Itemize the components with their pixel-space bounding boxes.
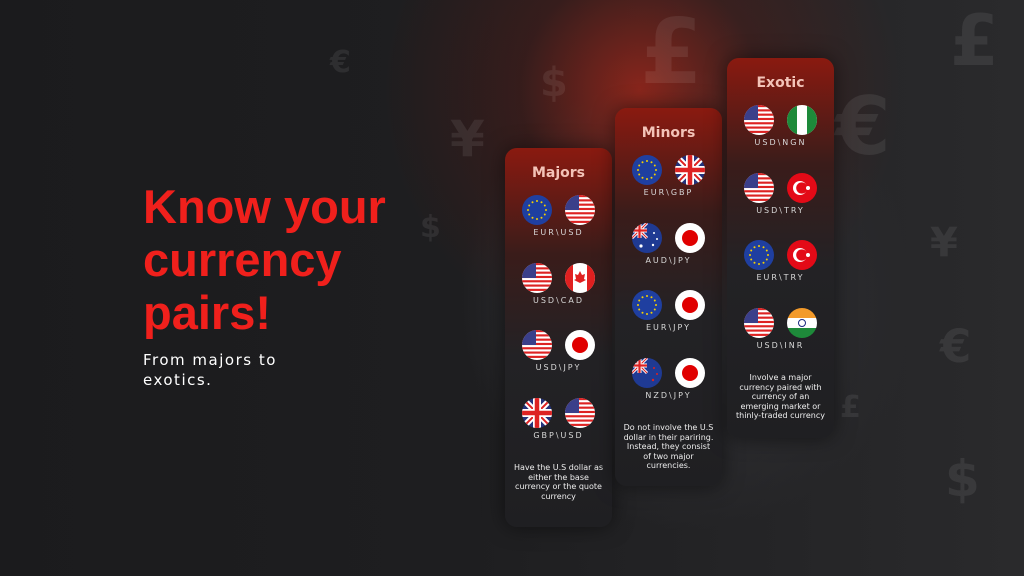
nigeria-flag-icon	[787, 105, 817, 135]
currency-symbol: £	[950, 0, 999, 82]
currency-pair: USD\CAD	[505, 261, 612, 329]
pair-code: EUR\JPY	[645, 323, 692, 332]
currency-symbol: £	[640, 0, 703, 105]
uk-flag-icon	[675, 155, 705, 185]
us-flag-icon	[565, 397, 595, 428]
headline: Know your currency pairs!	[143, 180, 386, 339]
us-flag-icon	[744, 105, 774, 135]
new-zealand-flag-icon	[632, 357, 662, 388]
card-title: Minors	[641, 125, 696, 141]
uk-flag-icon	[522, 397, 552, 428]
japan-flag-icon	[675, 290, 705, 320]
pair-code: GBP\USD	[533, 430, 584, 440]
turkey-flag-icon	[787, 172, 817, 203]
us-flag-icon	[565, 195, 595, 225]
canada-flag-icon	[565, 262, 595, 293]
currency-symbol: $	[540, 60, 568, 106]
currency-symbol: $	[945, 450, 980, 508]
card-title: Majors	[531, 165, 586, 181]
card-majors: Majors EUR\USD USD\CAD USD\JPY GBP\USD Have t…	[505, 148, 612, 527]
pair-code: USD\NGN	[754, 138, 807, 147]
eu-flag-icon	[744, 240, 774, 270]
currency-pair: EUR\USD	[505, 193, 612, 261]
card-minors: Minors EUR\GBP AUD\JPY EUR\JPY NZD\JPY Do not…	[615, 108, 722, 486]
currency-pair: AUD\JPY	[615, 221, 722, 289]
currency-pair: EUR\GBP	[615, 153, 722, 221]
australia-flag-icon	[632, 222, 662, 253]
eu-flag-icon	[522, 195, 552, 225]
currency-symbol: €	[940, 320, 972, 373]
japan-flag-icon	[565, 330, 595, 360]
pair-code: USD\TRY	[756, 205, 805, 215]
card-description: Involve a major currency paired with cur…	[735, 373, 825, 421]
currency-pair: NZD\JPY	[615, 356, 722, 424]
card-description: Do not involve the U.S dollar in their p…	[623, 423, 714, 471]
currency-symbol: ¥	[450, 110, 485, 168]
pair-code: AUD\JPY	[645, 255, 692, 265]
card-description: Have the U.S dollar as either the base c…	[513, 463, 604, 501]
currency-pair: GBP\USD	[505, 396, 612, 464]
pair-code: USD\CAD	[532, 295, 584, 305]
currency-symbol: €	[835, 80, 891, 173]
card-exotic: Exotic USD\NGN USD\TRY EUR\TRY USD\INR Involv…	[727, 58, 834, 438]
us-flag-icon	[744, 172, 774, 203]
pair-code: NZD\JPY	[645, 390, 692, 400]
currency-symbol: $	[420, 210, 441, 245]
currency-pair: USD\NGN	[727, 103, 834, 171]
us-flag-icon	[744, 307, 774, 338]
turkey-flag-icon	[787, 240, 817, 270]
currency-pair: EUR\JPY	[615, 288, 722, 356]
us-flag-icon	[522, 330, 552, 360]
pair-code: EUR\USD	[533, 228, 584, 237]
subheadline: From majors to exotics.	[143, 351, 277, 389]
currency-symbol: ¥	[930, 220, 958, 266]
currency-symbol: £	[840, 390, 861, 425]
japan-flag-icon	[675, 222, 705, 253]
eu-flag-icon	[632, 155, 662, 185]
card-title: Exotic	[756, 75, 805, 91]
pair-code: USD\JPY	[535, 363, 582, 372]
currency-symbol: €	[330, 45, 351, 80]
eu-flag-icon	[632, 290, 662, 320]
currency-pair: EUR\TRY	[727, 238, 834, 306]
currency-pair: USD\INR	[727, 306, 834, 374]
currency-pair: USD\TRY	[727, 171, 834, 239]
currency-pair: USD\JPY	[505, 328, 612, 396]
us-flag-icon	[522, 262, 552, 293]
pair-code: USD\INR	[756, 340, 805, 350]
india-flag-icon	[787, 307, 817, 338]
japan-flag-icon	[675, 357, 705, 388]
pair-code: EUR\GBP	[643, 188, 694, 197]
pair-code: EUR\TRY	[756, 273, 805, 282]
